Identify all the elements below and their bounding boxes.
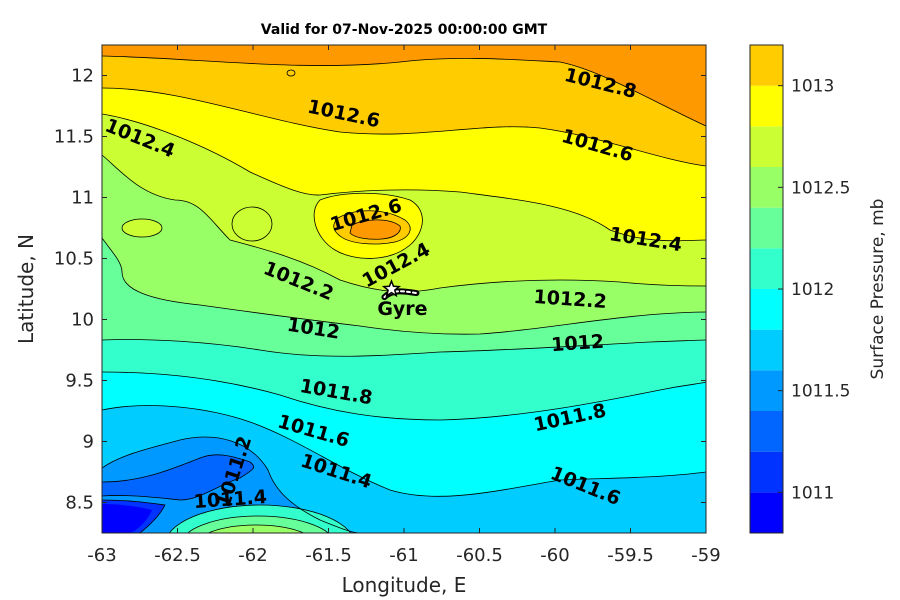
chart-title: Valid for 07-Nov-2025 00:00:00 GMT	[260, 22, 548, 38]
colorbar-label: Surface Pressure, mb	[868, 199, 888, 380]
contour-label: 1012	[550, 331, 604, 357]
contour-line	[102, 87, 706, 167]
colorbar-swatch	[750, 45, 783, 86]
colorbar-swatch	[750, 492, 783, 533]
colorbar-swatch	[750, 451, 783, 493]
colorbar-swatch	[750, 126, 783, 167]
colorbar-tick-label: 1012.5	[791, 178, 850, 198]
y-tick-label: 9.5	[65, 371, 94, 392]
x-axis-label: Longitude, E	[342, 573, 467, 597]
colorbar-tick-label: 1012	[791, 280, 834, 300]
x-tick-label: -62	[238, 545, 267, 566]
pocket-north	[286, 69, 296, 77]
contour-line-layer	[102, 55, 706, 533]
gyre-marker: Gyre	[377, 279, 428, 320]
contour-line	[102, 113, 706, 242]
colorbar-swatch	[750, 85, 783, 127]
x-tick-label: -62.5	[154, 545, 201, 566]
y-tick-label: 11.5	[54, 127, 94, 148]
x-tick-label: -61	[389, 545, 418, 566]
high-ring-3	[349, 219, 401, 240]
pocket-west	[121, 218, 163, 238]
x-tick-label: -63	[87, 545, 116, 566]
x-tick-label: -60	[540, 545, 569, 566]
colorbar-swatch	[750, 370, 783, 411]
y-tick-label: 12	[71, 66, 94, 87]
gyre-label: Gyre	[377, 298, 427, 320]
band-1010-8	[102, 454, 254, 500]
colorbar-swatch	[750, 248, 783, 289]
colorbar: 1011 1011.5 1012 1012.5 1013	[749, 44, 850, 534]
pocket-central	[231, 206, 273, 242]
y-tick-label: 10	[71, 310, 94, 331]
contour-line	[102, 371, 706, 421]
colorbar-tick-label: 1011	[791, 483, 834, 503]
contour-label: 1012.2	[533, 286, 608, 313]
contour-line	[102, 154, 706, 293]
contour-line	[207, 524, 305, 533]
contour-line	[187, 515, 329, 533]
x-tick-label: -59	[691, 545, 720, 566]
y-axis-ticks: 8.5 9 9.5 10 10.5 11 11.5 12	[54, 66, 706, 514]
contour-line	[168, 504, 352, 533]
contour-line	[102, 454, 254, 501]
x-tick-label: -59.5	[607, 545, 654, 566]
contour-line	[102, 237, 706, 335]
x-tick-label: -61.5	[305, 545, 352, 566]
contour-line	[102, 499, 166, 533]
colorbar-swatch	[750, 289, 783, 330]
colorbar-tick-label: 1011.5	[791, 382, 850, 402]
colorbar-swatch	[750, 207, 783, 249]
band-low-core	[102, 504, 152, 533]
contour-line	[102, 339, 706, 357]
y-axis-label: Latitude, N	[14, 234, 38, 344]
colorbar-swatch	[750, 411, 783, 452]
contour-line	[102, 436, 361, 533]
y-tick-label: 9	[83, 432, 94, 453]
contour-line	[102, 55, 706, 127]
colorbar-swatch	[750, 167, 783, 208]
y-tick-label: 11	[71, 188, 94, 209]
x-axis-ticks: -63 -62.5 -62 -61.5 -61 -60.5 -60 -59.5 -59	[87, 45, 721, 566]
colorbar-swatch	[750, 329, 783, 371]
y-tick-label: 8.5	[65, 493, 94, 514]
x-tick-label: -60.5	[456, 545, 503, 566]
contour-label: 1011.4	[193, 486, 268, 513]
contour-line	[102, 405, 706, 497]
gyre-star-icon	[381, 279, 402, 298]
y-tick-label: 10.5	[54, 249, 94, 270]
colorbar-tick-label: 1013	[791, 77, 834, 97]
